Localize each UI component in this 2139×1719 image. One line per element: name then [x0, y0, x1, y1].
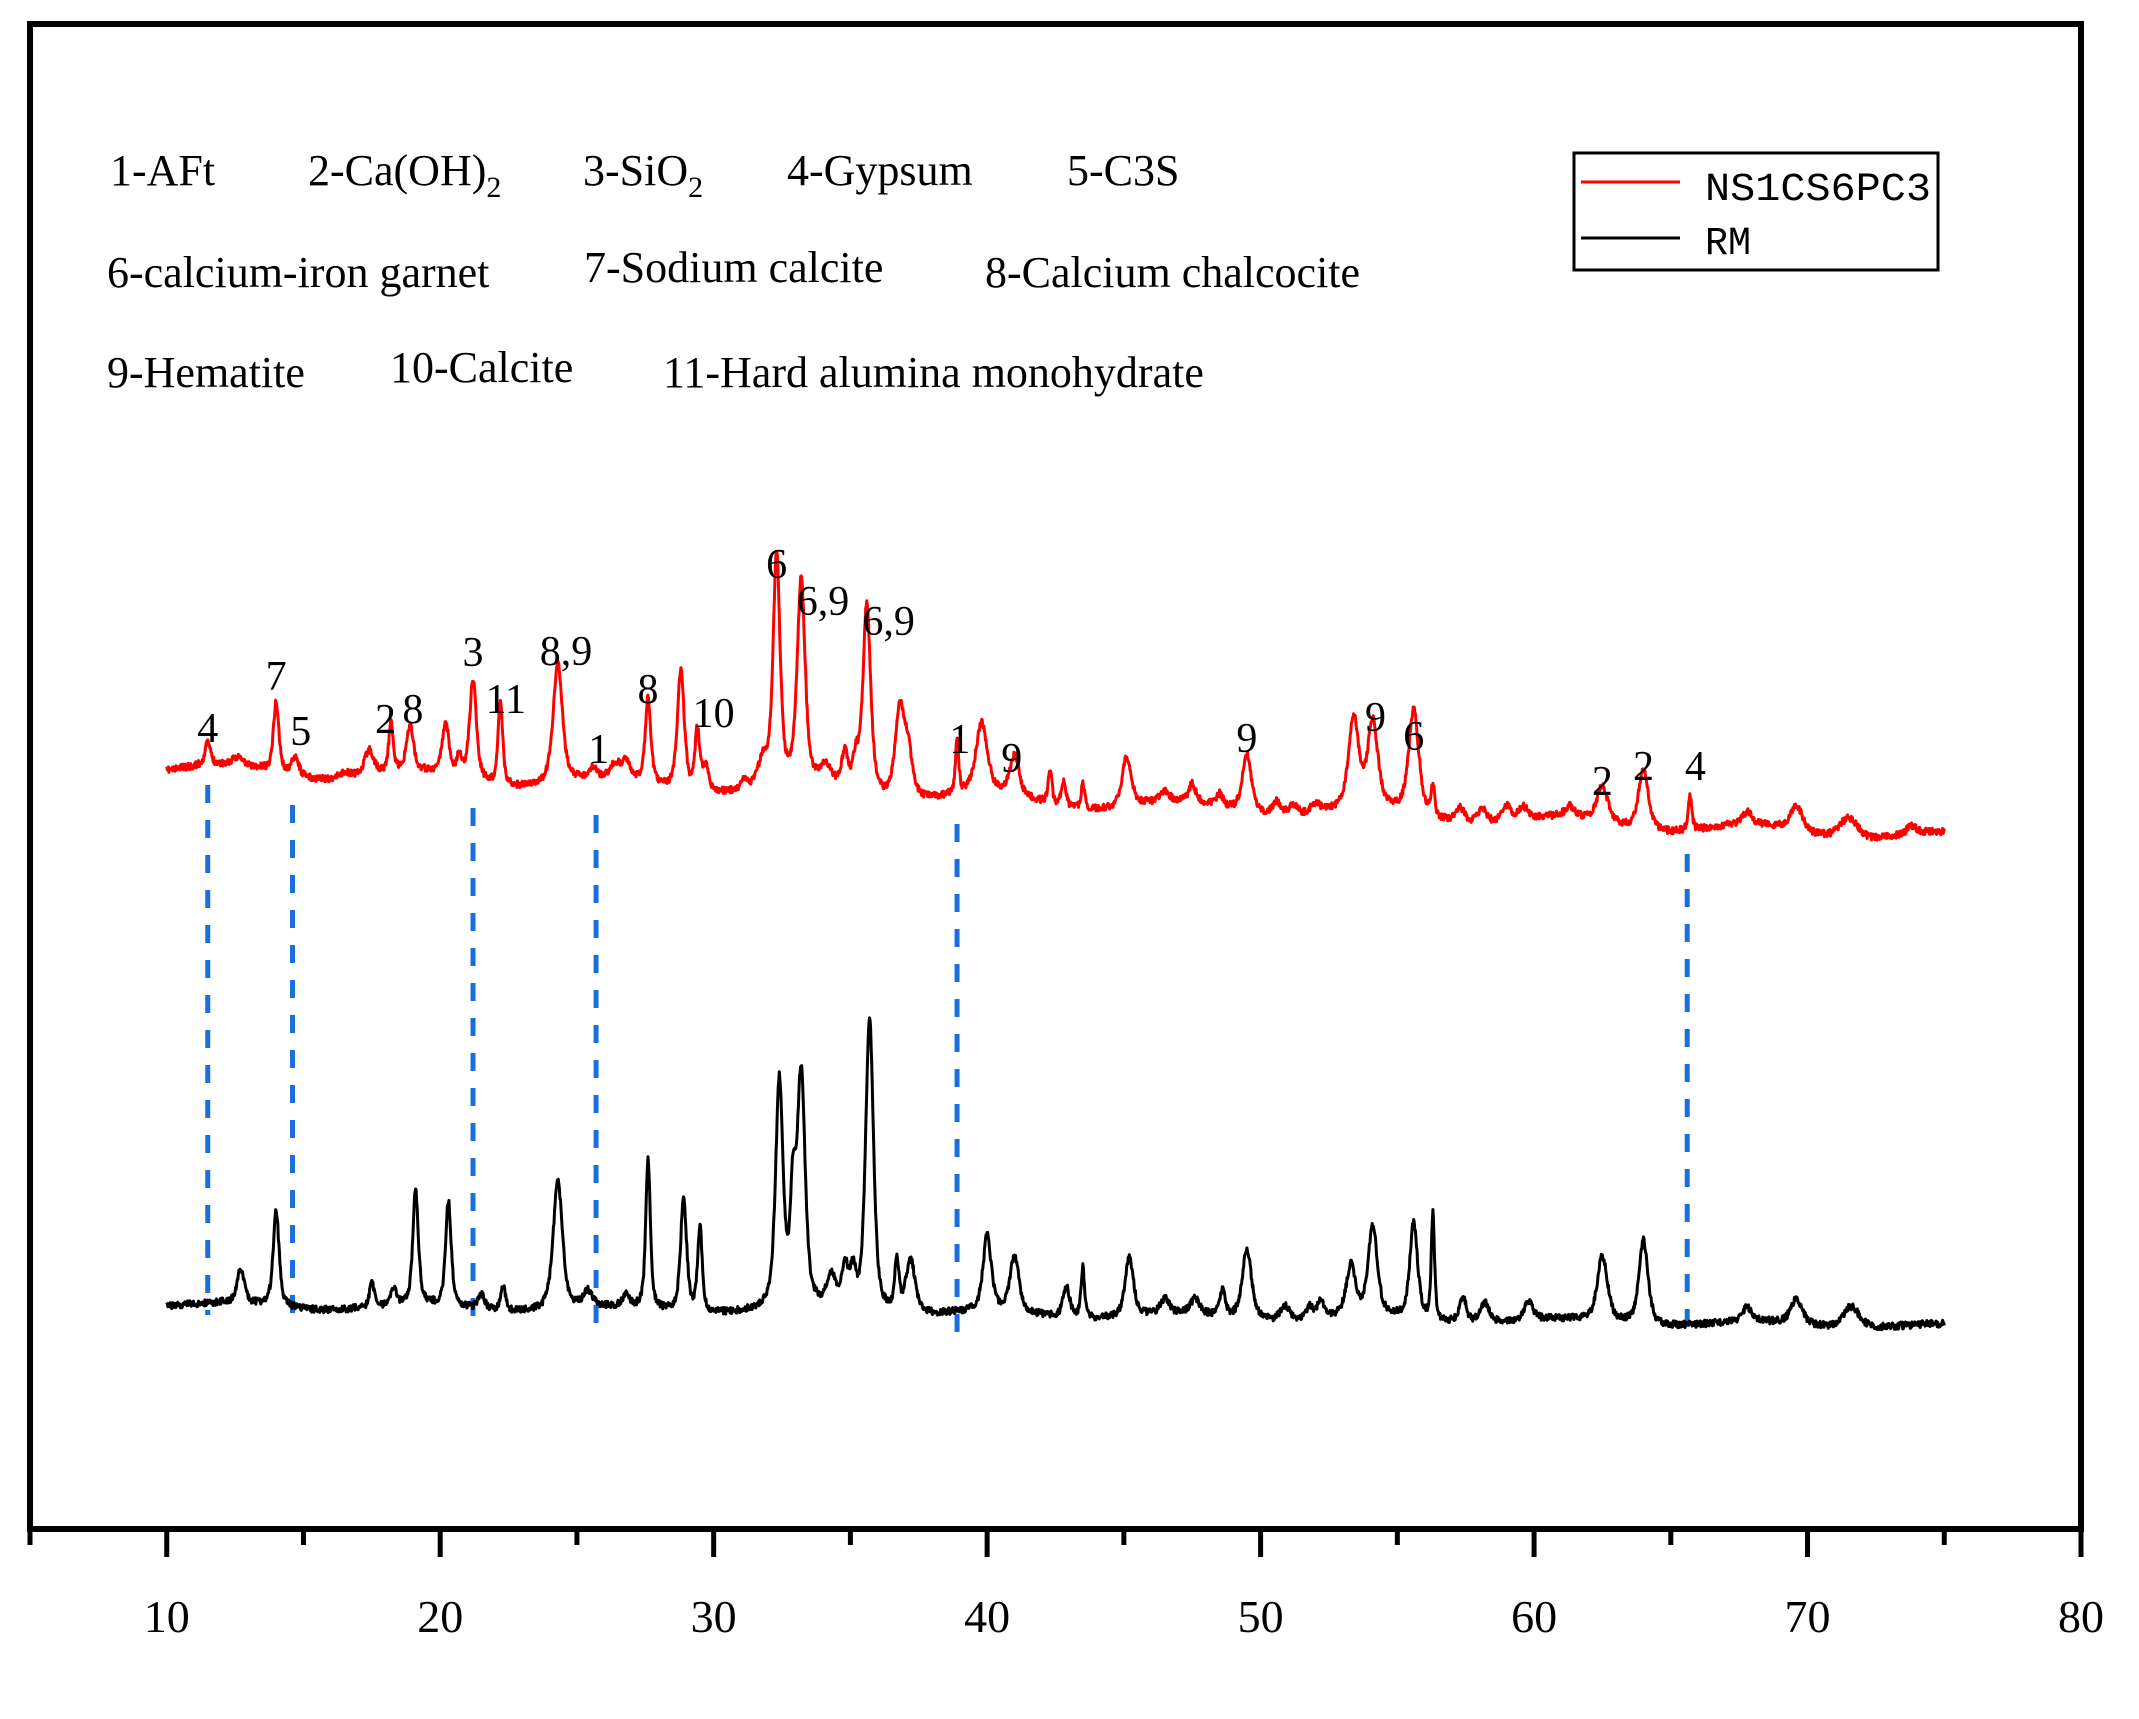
reference-lines — [205, 785, 1690, 1335]
series-line-rm — [165, 1016, 1946, 1332]
peak-label: 11 — [486, 677, 526, 723]
peak-label: 2 — [1592, 759, 1613, 805]
peak-label: 8 — [402, 687, 423, 733]
phase-key-item-4: 4-Gypsum — [787, 146, 973, 195]
phase-key-item-2: 2-Ca(OH)2 — [308, 146, 501, 204]
peak-label: 2 — [1633, 744, 1654, 790]
x-tick-label: 70 — [1785, 1591, 1831, 1642]
peak-label: 6,9 — [797, 579, 850, 625]
peak-label: 3 — [463, 630, 484, 676]
phase-key-item-5: 5-C3S — [1067, 146, 1179, 195]
x-tick-label: 50 — [1238, 1591, 1284, 1642]
peak-label: 8,9 — [540, 629, 593, 675]
x-tick-label: 30 — [691, 1591, 737, 1642]
phase-key-item-7: 7-Sodium calcite — [584, 243, 883, 292]
peak-label: 8 — [638, 667, 659, 713]
peak-label: 4 — [1685, 744, 1706, 790]
x-axis-tick-labels: 10 20 30 40 50 60 70 80 — [144, 1591, 2104, 1642]
peak-label: 9 — [1001, 736, 1022, 782]
phase-key-item-11: 11-Hard alumina monohydrate — [663, 348, 1204, 397]
legend-box — [1572, 151, 1940, 272]
series-line-ns1cs6pc3 — [165, 550, 1946, 842]
peak-label: 9 — [1236, 716, 1257, 762]
legend-label-rm: RM — [1705, 222, 1751, 267]
phase-key-item-1: 1-AFt — [110, 146, 215, 195]
x-axis — [27, 1529, 2084, 1557]
x-tick-label: 20 — [417, 1591, 463, 1642]
plot-frame — [27, 21, 2084, 1532]
peak-label: 6 — [766, 542, 787, 588]
series-layer — [165, 550, 1946, 1332]
x-tick-label: 40 — [964, 1591, 1010, 1642]
peak-label: 6,9 — [862, 599, 915, 645]
phase-key-item-10: 10-Calcite — [390, 343, 573, 392]
peak-label: 7 — [266, 654, 287, 700]
x-tick-label: 10 — [144, 1591, 190, 1642]
peak-label: 5 — [290, 709, 311, 755]
peak-label: 1 — [588, 727, 609, 773]
peak-label: 9 — [1365, 695, 1386, 741]
legend: NS1CS6PC3 RM — [1572, 151, 1940, 272]
phase-key-item-6: 6-calcium-iron garnet — [107, 248, 489, 297]
phase-key: 1-AFt 2-Ca(OH)2 3-SiO2 4-Gypsum 5-C3S 6-… — [107, 146, 1360, 397]
phase-key-item-8: 8-Calcium chalcocite — [985, 248, 1360, 297]
peak-label: 4 — [197, 706, 218, 752]
phase-key-item-9: 9-Hematite — [107, 348, 305, 397]
legend-label-ns1cs6pc3: NS1CS6PC3 — [1705, 168, 1931, 213]
x-tick-label: 60 — [1511, 1591, 1557, 1642]
peak-label: 1 — [949, 717, 970, 763]
peak-label: 6 — [1403, 714, 1424, 760]
peak-label: 2 — [375, 697, 396, 743]
x-tick-label: 80 — [2058, 1591, 2104, 1642]
phase-key-item-3: 3-SiO2 — [583, 146, 703, 204]
peak-label: 10 — [693, 691, 735, 737]
